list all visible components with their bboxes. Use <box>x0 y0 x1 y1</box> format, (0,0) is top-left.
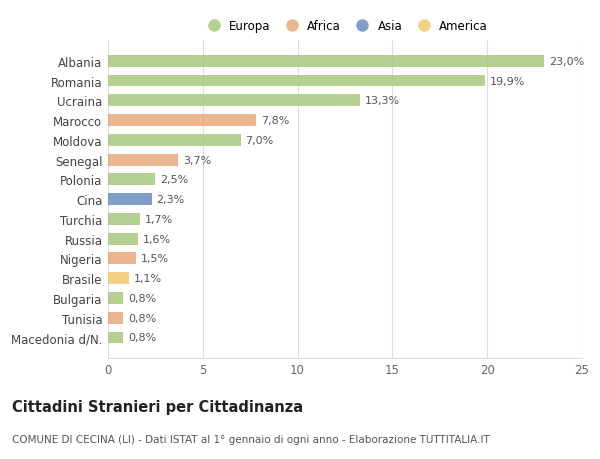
Bar <box>108 233 139 245</box>
Bar <box>108 154 178 166</box>
Text: Cittadini Stranieri per Cittadinanza: Cittadini Stranieri per Cittadinanza <box>12 399 303 414</box>
Bar <box>108 213 140 225</box>
Bar <box>108 253 136 265</box>
Bar <box>108 273 129 285</box>
Text: 23,0%: 23,0% <box>549 56 584 67</box>
Bar <box>108 56 544 67</box>
Text: 2,5%: 2,5% <box>160 175 188 185</box>
Text: 1,6%: 1,6% <box>143 234 171 244</box>
Text: COMUNE DI CECINA (LI) - Dati ISTAT al 1° gennaio di ogni anno - Elaborazione TUT: COMUNE DI CECINA (LI) - Dati ISTAT al 1°… <box>12 434 490 444</box>
Text: 1,5%: 1,5% <box>141 254 169 264</box>
Bar <box>108 292 123 304</box>
Text: 13,3%: 13,3% <box>365 96 400 106</box>
Text: 3,7%: 3,7% <box>183 155 211 165</box>
Bar <box>108 75 485 87</box>
Bar <box>108 332 123 344</box>
Text: 19,9%: 19,9% <box>490 76 526 86</box>
Bar <box>108 134 241 146</box>
Text: 7,8%: 7,8% <box>260 116 289 126</box>
Bar <box>108 312 123 324</box>
Bar <box>108 194 152 206</box>
Bar <box>108 115 256 127</box>
Legend: Europa, Africa, Asia, America: Europa, Africa, Asia, America <box>197 16 493 38</box>
Bar <box>108 174 155 186</box>
Text: 1,7%: 1,7% <box>145 214 173 224</box>
Text: 0,8%: 0,8% <box>128 313 156 323</box>
Text: 1,1%: 1,1% <box>134 274 162 284</box>
Text: 7,0%: 7,0% <box>245 135 274 146</box>
Text: 2,3%: 2,3% <box>157 195 185 205</box>
Text: 0,8%: 0,8% <box>128 293 156 303</box>
Bar <box>108 95 360 107</box>
Text: 0,8%: 0,8% <box>128 333 156 343</box>
